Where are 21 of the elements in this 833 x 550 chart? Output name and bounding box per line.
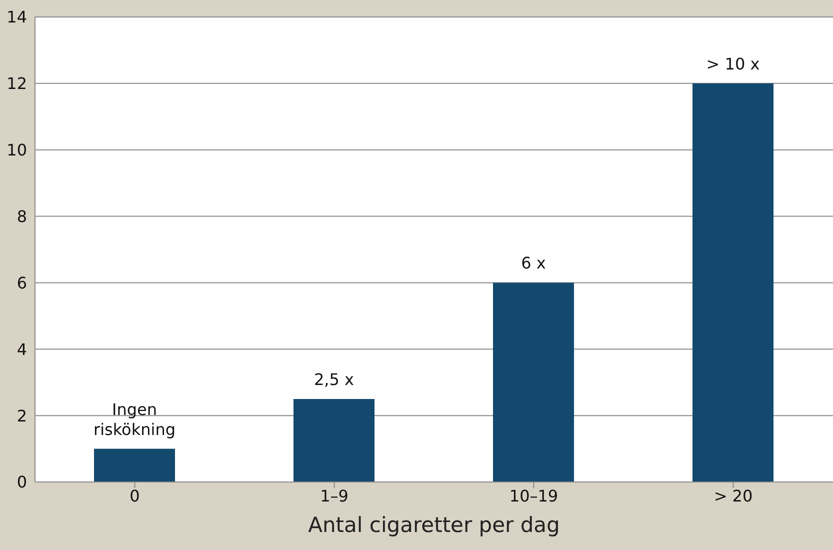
data-label: Ingen riskökning (94, 400, 176, 439)
bar (692, 83, 774, 482)
x-tick-label: 1–9 (320, 486, 348, 506)
data-label: > 10 x (706, 54, 760, 74)
bar (493, 282, 574, 482)
bar (294, 398, 374, 482)
y-tick-label: 2 (16, 406, 27, 426)
x-tick-label: > 20 (714, 486, 753, 506)
y-tick-label: 12 (6, 74, 27, 94)
x-tick-label: 10–19 (509, 486, 558, 506)
bar (94, 448, 175, 482)
x-tick-label: 0 (130, 486, 140, 506)
y-tick-label: 0 (16, 472, 27, 492)
y-tick-label: 10 (6, 140, 27, 160)
y-tick-label: 6 (16, 273, 27, 292)
data-label: 2,5 x (314, 370, 354, 389)
data-label: 6 x (521, 254, 546, 273)
y-tick-label: 14 (6, 8, 27, 27)
y-tick-label: 8 (16, 206, 27, 226)
x-axis-title: Antal cigaretter per dag (308, 513, 560, 537)
y-tick-label: 4 (16, 340, 27, 359)
